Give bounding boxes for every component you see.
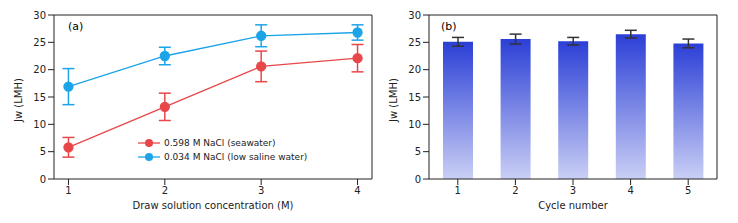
svg-text:Cycle number: Cycle number <box>538 200 608 211</box>
svg-text:25: 25 <box>33 37 46 48</box>
svg-text:15: 15 <box>33 92 46 103</box>
html-text:0.598 M NaCl (seawater): 0.598 M NaCl (seawater) <box>164 138 276 148</box>
svg-text:30: 30 <box>33 10 46 21</box>
svg-text:Jw (LMH): Jw (LMH) <box>13 78 24 123</box>
svg-text:4: 4 <box>627 185 633 196</box>
svg-text:15: 15 <box>408 92 421 103</box>
svg-text:20: 20 <box>33 64 46 75</box>
svg-text:1: 1 <box>455 185 461 196</box>
svg-text:5: 5 <box>685 185 691 196</box>
html-text:(a): (a) <box>68 20 84 33</box>
svg-text:10: 10 <box>33 119 46 130</box>
svg-text:30: 30 <box>408 10 421 21</box>
svg-text:2: 2 <box>162 185 168 196</box>
html-text:0.034 M NaCl (low saline water: 0.034 M NaCl (low saline water) <box>164 152 308 162</box>
svg-text:0: 0 <box>40 174 46 185</box>
svg-text:20: 20 <box>408 64 421 75</box>
html-text:(b): (b) <box>441 20 457 33</box>
svg-text:0: 0 <box>415 174 421 185</box>
svg-text:25: 25 <box>408 37 421 48</box>
svg-text:2: 2 <box>512 185 518 196</box>
svg-text:3: 3 <box>258 185 264 196</box>
svg-text:1: 1 <box>65 185 71 196</box>
svg-text:4: 4 <box>354 185 360 196</box>
svg-text:5: 5 <box>415 146 421 157</box>
svg-text:3: 3 <box>570 185 576 196</box>
svg-text:10: 10 <box>408 119 421 130</box>
svg-text:Draw solution concentration (M: Draw solution concentration (M) <box>133 200 294 211</box>
svg-text:5: 5 <box>40 146 46 157</box>
svg-text:Jw (LMH): Jw (LMH) <box>388 78 399 123</box>
